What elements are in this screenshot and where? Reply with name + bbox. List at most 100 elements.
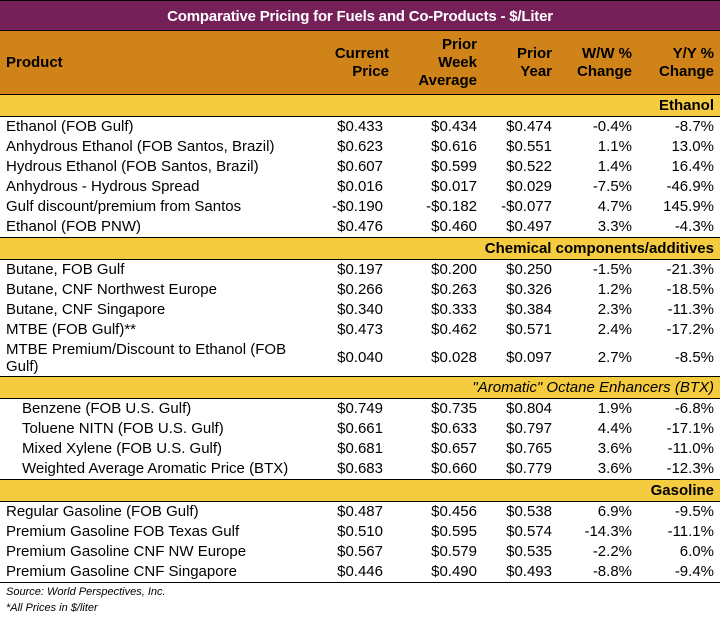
table-row: Toluene NITN (FOB U.S. Gulf) $0.661 $0.633… <box>0 419 720 439</box>
prior-week-cell: $0.462 <box>431 321 477 338</box>
prior-year-cell: $0.497 <box>506 218 552 235</box>
prior-year-cell: $0.765 <box>506 440 552 457</box>
current-price-cell: $0.607 <box>337 158 383 175</box>
prior-year-cell: $0.097 <box>506 349 552 366</box>
prior-year-cell: $0.029 <box>506 178 552 195</box>
header-ww-change: W/W % Change <box>558 31 638 95</box>
ww-change-cell: 1.9% <box>597 400 632 417</box>
product-name-cell: Premium Gasoline CNF NW Europe <box>6 543 247 560</box>
yy-change-cell: -11.3% <box>667 301 714 318</box>
table-row: Ethanol (FOB PNW) $0.476 $0.460 $0.497 3.3% -… <box>0 217 720 238</box>
footnotes: Source: World Perspectives, Inc. *All Pr… <box>0 584 720 616</box>
table-row: Anhydrous Ethanol (FOB Santos, Brazil) $0… <box>0 137 720 157</box>
product-name-cell: Ethanol (FOB PNW) <box>6 218 142 235</box>
prior-week-cell: -$0.182 <box>426 198 477 215</box>
header-yy-change: Y/Y % Change <box>638 31 720 95</box>
yy-change-cell: 13.0% <box>671 138 714 155</box>
yy-change-cell: -18.5% <box>666 281 714 298</box>
yy-change-cell: -17.1% <box>666 420 714 437</box>
product-name-cell: Butane, FOB Gulf <box>6 261 125 278</box>
current-price-cell: $0.197 <box>337 261 383 278</box>
yy-change-cell: -6.8% <box>674 400 714 417</box>
table-row: Gulf discount/premium from Santos -$0.190… <box>0 197 720 217</box>
prior-week-cell: $0.333 <box>431 301 477 318</box>
ww-change-cell: 1.2% <box>597 281 632 298</box>
section-header: Chemical components/additives <box>0 237 720 260</box>
yy-change-cell: -11.0% <box>667 440 714 457</box>
prior-week-cell: $0.657 <box>431 440 477 457</box>
table-row: Benzene (FOB U.S. Gulf) $0.749 $0.735 $0.80… <box>0 399 720 420</box>
prior-week-cell: $0.263 <box>431 281 477 298</box>
table-row: Regular Gasoline (FOB Gulf) $0.487 $0.456 $… <box>0 502 720 523</box>
current-price-cell: $0.433 <box>337 118 383 135</box>
table-row: MTBE Premium/Discount to Ethanol (FOB Gu… <box>0 340 720 377</box>
product-name-cell: Mixed Xylene (FOB U.S. Gulf) <box>22 440 223 457</box>
header-prior-week-average: Prior Week Average <box>395 31 483 95</box>
header-line: Change <box>576 62 632 80</box>
header-line: Change <box>658 62 714 80</box>
prior-week-cell: $0.735 <box>431 400 477 417</box>
prior-week-cell: $0.660 <box>431 460 477 477</box>
table-row: Butane, CNF Singapore $0.340 $0.333 $0.384 2… <box>0 300 720 320</box>
ww-change-cell: -0.4% <box>592 118 632 135</box>
prior-year-cell: $0.779 <box>506 460 552 477</box>
table-row: Hydrous Ethanol (FOB Santos, Brazil) $0.6… <box>0 157 720 177</box>
current-price-cell: $0.473 <box>337 321 383 338</box>
yy-change-cell: -4.3% <box>674 218 714 235</box>
prior-week-cell: $0.434 <box>431 118 477 135</box>
header-line: Prior <box>516 44 552 62</box>
yy-change-cell: 16.4% <box>671 158 714 175</box>
product-name-cell: Hydrous Ethanol (FOB Santos, Brazil) <box>6 158 259 175</box>
prior-year-cell: $0.384 <box>506 301 552 318</box>
prior-week-cell: $0.490 <box>395 562 483 583</box>
current-price-cell: -$0.190 <box>332 198 383 215</box>
ww-change-cell: -7.5% <box>592 178 632 195</box>
yy-change-cell: 6.0% <box>679 543 714 560</box>
section-header: "Aromatic" Octane Enhancers (BTX) <box>0 376 720 399</box>
prior-year-cell: $0.574 <box>506 523 552 540</box>
prior-week-cell: $0.460 <box>431 218 477 235</box>
header-product: Product <box>0 31 320 95</box>
table-row: Butane, CNF Northwest Europe $0.266 $0.263… <box>0 280 720 300</box>
units-note: *All Prices in $/liter <box>6 602 98 614</box>
ww-change-cell: 1.1% <box>597 138 632 155</box>
current-price-cell: $0.340 <box>337 301 383 318</box>
product-name-cell: Butane, CNF Singapore <box>6 301 166 318</box>
table-body: Ethanol Ethanol (FOB Gulf) $0.433 $0.434 $0.… <box>0 94 720 583</box>
product-name-cell: Anhydrous Ethanol (FOB Santos, Brazil) <box>6 138 275 155</box>
ww-change-cell: -14.3% <box>584 523 632 540</box>
prior-year-cell: $0.804 <box>506 400 552 417</box>
section-title: Chemical components/additives <box>0 237 720 260</box>
source-note: Source: World Perspectives, Inc. <box>6 586 166 598</box>
table-row: MTBE (FOB Gulf)** $0.473 $0.462 $0.571 2.4% -… <box>0 320 720 340</box>
yy-change-cell: -9.5% <box>674 503 714 520</box>
section-title: Ethanol <box>0 94 720 117</box>
header-row: Product Current Price Prior Week Average Pr… <box>0 31 720 95</box>
prior-week-cell: $0.456 <box>431 503 477 520</box>
prior-week-cell: $0.616 <box>431 138 477 155</box>
product-name-cell: Premium Gasoline FOB Texas Gulf <box>6 523 240 540</box>
header-line: Week <box>438 53 477 71</box>
prior-week-cell: $0.028 <box>431 349 477 366</box>
product-name-cell: Benzene (FOB U.S. Gulf) <box>22 400 192 417</box>
ww-change-cell: 3.6% <box>597 460 632 477</box>
prior-week-cell: $0.595 <box>431 523 477 540</box>
table-title: Comparative Pricing for Fuels and Co-Pro… <box>0 0 720 31</box>
section-title: Gasoline <box>0 479 720 502</box>
prior-week-cell: $0.633 <box>431 420 477 437</box>
yy-change-cell: -17.2% <box>666 321 714 338</box>
prior-week-cell: $0.200 <box>431 261 477 278</box>
yy-change-cell: -11.1% <box>667 523 714 540</box>
ww-change-cell: 3.3% <box>597 218 632 235</box>
product-name-cell: Anhydrous - Hydrous Spread <box>6 178 200 195</box>
product-name-cell: Premium Gasoline CNF Singapore <box>0 562 320 583</box>
ww-change-cell: 2.7% <box>597 349 632 366</box>
prior-year-cell: $0.797 <box>506 420 552 437</box>
prior-year-cell: $0.538 <box>506 503 552 520</box>
prior-year-cell: $0.326 <box>506 281 552 298</box>
current-price-cell: $0.266 <box>337 281 383 298</box>
header-current-price: Current Price <box>320 31 395 95</box>
current-price-cell: $0.567 <box>337 543 383 560</box>
table-row: Premium Gasoline CNF Singapore $0.446 $0.4… <box>0 562 720 583</box>
table-row: Premium Gasoline FOB Texas Gulf $0.510 $0.… <box>0 522 720 542</box>
